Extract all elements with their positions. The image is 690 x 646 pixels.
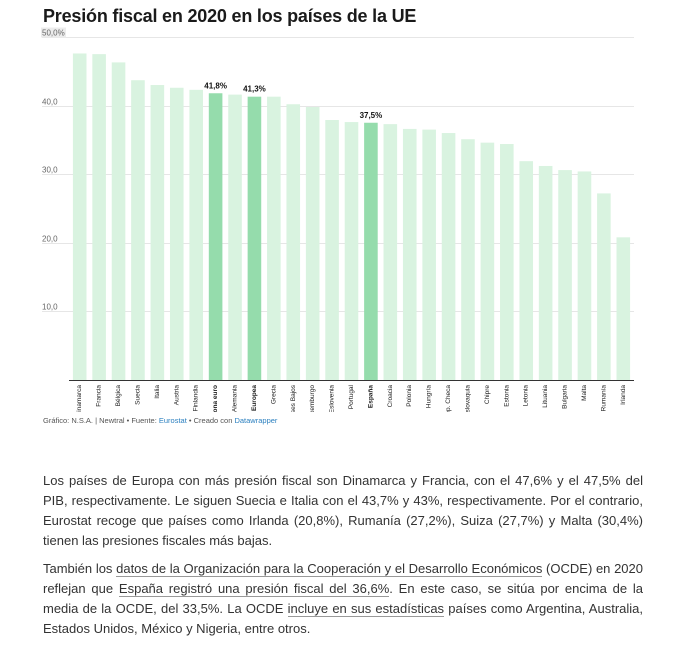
x-tick-label: Eslovaquia [464,385,471,412]
x-tick-label: Italia [154,385,161,399]
x-tick-label: Rep. Checa [445,385,452,412]
oecd-statistics-link[interactable]: incluye en sus estadísticas [287,601,445,617]
x-tick-label: Alemania [232,385,239,412]
x-tick-label: Suecia [134,385,141,405]
bar-francia [92,54,106,381]
bar-austria [169,87,184,380]
bar-españa [364,122,378,380]
bar-alemania [228,94,242,381]
bar-irlanda [616,237,631,380]
x-tick-label: Finlandia [193,385,200,412]
x-tick-label: Lituania [542,385,549,408]
data-label: 37,5% [360,111,383,120]
x-tick-label: España [367,385,374,409]
x-tick-label: Letonia [523,385,530,407]
x-tick-label: Bélgica [115,385,122,407]
data-label: 41,3% [243,85,266,94]
x-tick-label: Unión Europea [251,385,258,412]
x-tick-label: Francia [96,385,103,407]
eurostat-link[interactable]: Eurostat [158,416,187,425]
bar-rep-checa [441,133,456,380]
x-tick-label: Zona euro [212,385,219,412]
bar-lituania [538,165,553,380]
bar-hungría [422,129,436,380]
bars [72,53,631,381]
chart-title: Presión fiscal en 2020 en los países de … [43,6,417,26]
paragraph-2: También los datos de la Organización par… [43,559,643,639]
paragraph-1: Los países de Europa con más presión fis… [43,473,643,548]
x-tick-label: Estonia [503,385,510,407]
bar-malta [577,171,592,380]
oecd-data-link[interactable]: datos de la Organización para la Coopera… [116,561,543,577]
x-tick-label: Chipre [484,385,491,405]
bar-países-bajos [286,104,301,380]
x-tick-label: Luxemburgo [309,385,316,412]
bar-bulgaria [558,170,572,380]
x-tick-label: Países Bajos [290,384,297,412]
x-tick-label: Grecia [270,385,277,405]
bar-croacia [383,124,398,380]
y-axis-ticks: 10,0 20,0 30,0 40,0 50,0% [41,27,66,312]
bar-estonia [500,144,514,380]
data-labels: 41,8% 41,3% 37,5% [204,81,382,119]
paragraph-2-text-1: También los [43,561,117,576]
x-tick-label: Hungría [426,385,433,409]
x-axis-ticks: Dinamarca Francia Bélgica Suecia Italia Austr… [76,384,627,412]
bar-bélgica [111,62,126,381]
spain-tax-link[interactable]: España registró una presión fiscal del 3… [118,581,390,597]
x-tick-label: Malta [581,385,588,401]
bar-dinamarca [72,53,87,381]
bar-italia [150,85,165,381]
bar-finlandia [189,89,203,381]
bar-grecia [267,96,281,380]
bar-suecia [131,80,145,380]
y-tick-label: 20,0 [42,235,58,244]
bar-portugal [344,122,359,381]
bar-luxemburgo [305,106,320,381]
y-tick-label-background [41,27,66,38]
y-tick-label: 50,0% [42,29,65,38]
x-tick-label: Rumanía [600,385,607,412]
x-tick-label: Eslovenia [329,385,336,412]
bar-eslovaquia [461,139,475,380]
x-tick-label: Bulgaria [562,385,569,409]
x-tick-label: Polonia [406,385,413,407]
bar-unión-europea [247,96,262,380]
x-tick-label: Austria [173,385,180,406]
bar-rumanía [597,193,611,380]
data-label: 41,8% [204,81,227,90]
y-tick-label: 10,0 [42,303,58,312]
bar-eslovenia [325,120,339,381]
paragraph-2-text-4: países como Argentina, Australia, Estado… [43,601,643,636]
bar-polonia [402,128,417,380]
x-tick-label: Dinamarca [76,385,83,412]
y-tick-label: 30,0 [42,166,58,175]
bar-letonia [519,161,534,380]
datawrapper-link[interactable]: Datawrapper [234,416,278,425]
paragraph-2-text-3: . En este caso, se sitúa por encima de l… [43,581,643,616]
x-tick-label: Croacia [387,385,394,408]
x-tick-label: Portugal [348,384,355,409]
paragraph-2-text-2: (OCDE) en 2020 reflejan que [43,561,643,596]
source-middle: • Creado con [186,416,235,425]
x-tick-label: Irlanda [620,385,627,405]
bar-chart: 41,8% 41,3% 37,5% 10,0 20,0 30,0 40,0 50,0% Di… [41,27,634,412]
source-prefix: Gráfico: N.S.A. | Newtral • Fuente: [43,416,159,425]
chart-source: Gráfico: N.S.A. | Newtral • Fuente: Euro… [43,416,277,425]
bar-chipre [480,142,495,380]
bar-zona-euro [208,93,223,380]
y-tick-label: 40,0 [42,98,58,107]
